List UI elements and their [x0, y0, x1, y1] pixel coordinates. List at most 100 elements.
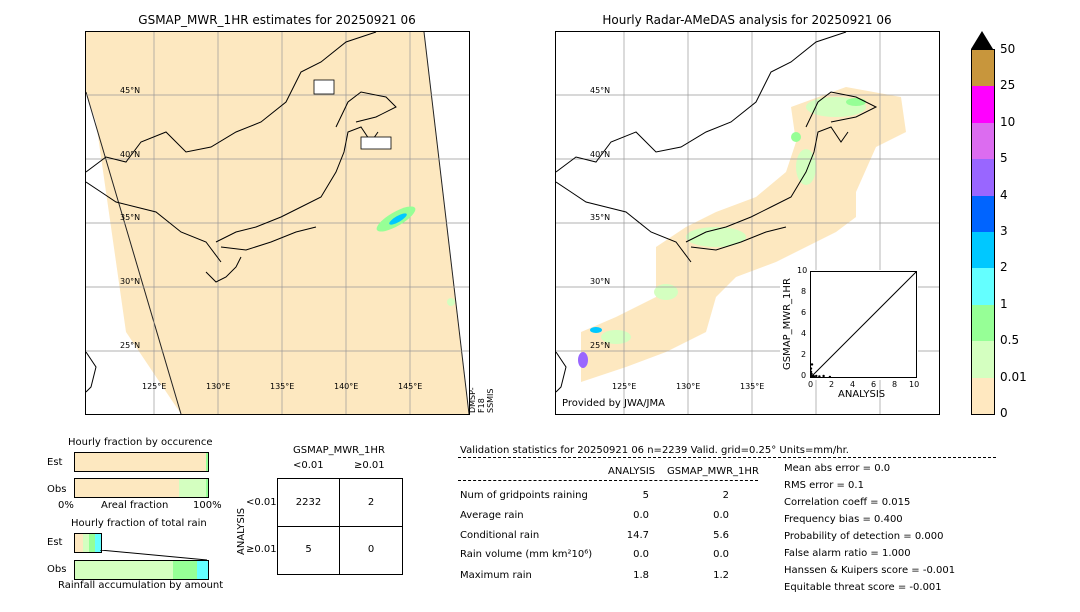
left-lon-135: 135°E: [270, 382, 295, 391]
occurrence-axis-max: 100%: [193, 500, 222, 511]
rain-patch-cyan: [389, 213, 407, 225]
stat-analysis-average: 0.0: [633, 510, 649, 521]
scatter-ytick-8: 8: [801, 287, 807, 296]
contingency-col-title: GSMAP_MWR_1HR: [293, 445, 385, 456]
right-coastline: [556, 32, 878, 393]
right-lat-35: 35°N: [590, 213, 611, 222]
contingency-cell-01: 2: [367, 497, 375, 508]
total-rain-row-est: Est: [47, 537, 63, 548]
stat-gsmap-volume: 0.0: [713, 549, 729, 560]
colorbar-segment: [972, 232, 994, 269]
occurrence-title: Hourly fraction by occurence: [68, 437, 213, 448]
right-map: 45°N 40°N 35°N 30°N 25°N 125°E 130°E 135…: [555, 31, 940, 415]
contingency-col-ge: ≥0.01: [354, 460, 385, 471]
colorbar-extend-arrow: [971, 31, 993, 49]
data-credit: Provided by JWA/JMA: [562, 398, 665, 409]
scatter-xtick-4: 4: [850, 380, 856, 389]
occurrence-est-rain: [206, 453, 208, 471]
scatter-point: [822, 374, 825, 378]
total-rain-connector: [100, 550, 208, 561]
contingency-row-ge: ≥0.01: [246, 544, 277, 555]
scatter-xtick-6: 6: [871, 380, 877, 389]
right-lon-130: 130°E: [676, 382, 701, 391]
scatter-reference-line: [810, 271, 917, 378]
scatter-ytick-10: 10: [797, 266, 808, 275]
colorbar-segment: [972, 122, 994, 160]
total-rain-est-seg1: [83, 534, 89, 552]
right-map-title: Hourly Radar-AMeDAS analysis for 2025092…: [602, 13, 892, 27]
left-lon-130: 130°E: [206, 382, 231, 391]
colorbar-label: 50: [1000, 42, 1016, 56]
scatter-ytick-0: 0: [801, 371, 807, 380]
stat-row-volume: Rain volume (mm km²10⁶): [460, 549, 592, 560]
stat-gsmap-gridpoints: 2: [722, 490, 729, 501]
colorbar-label: 0.5: [1000, 333, 1020, 348]
scatter-xtick-2: 2: [829, 380, 835, 389]
total-rain-est-seg3: [95, 534, 101, 552]
colorbar-label: 0.01: [1000, 369, 1027, 384]
stat-label: Conditional rain: [460, 530, 540, 541]
colorbar-label: 25: [1000, 78, 1016, 93]
scatter-svg: [809, 271, 917, 379]
analysis-heavy-rain: [578, 352, 588, 368]
right-lat-25: 25°N: [590, 341, 611, 350]
scatter-ylabel: GSMAP_MWR_1HR: [782, 278, 793, 370]
scatter-plot: [809, 271, 917, 379]
contingency-cell-11: 0: [367, 544, 375, 555]
left-lat-40: 40°N: [120, 150, 141, 159]
left-grid: [86, 32, 469, 414]
colorbar-segment: [972, 159, 994, 196]
left-lat-35: 35°N: [120, 213, 141, 222]
colorbar-segment: [972, 304, 994, 342]
validation-col-analysis: ANALYSIS: [608, 466, 656, 477]
total-rain-est-seg2: [89, 534, 95, 552]
validation-divider: [458, 457, 996, 458]
occurrence-axis-label: Areal fraction: [101, 500, 169, 511]
left-map-title: GSMAP_MWR_1HR estimates for 20250921 06: [138, 13, 416, 27]
score-ets: Equitable threat score = -0.001: [784, 582, 942, 593]
validation-header: Validation statistics for 20250921 06 n=…: [460, 445, 849, 456]
total-rain-title: Hourly fraction of total rain: [71, 518, 207, 529]
stat-row-conditional: Conditional rain: [460, 530, 539, 541]
left-coastline: [86, 32, 397, 393]
scatter-point: [815, 374, 818, 378]
scatter-point: [810, 363, 814, 366]
colorbar-label: 4: [1000, 187, 1008, 202]
scatter-xtick-8: 8: [892, 380, 898, 389]
left-lon-125: 125°E: [142, 382, 167, 391]
stat-gsmap-maximum: 1.2: [713, 570, 729, 581]
island-white-2: [360, 136, 392, 150]
stat-label: Num of gridpoints raining: [460, 490, 588, 501]
right-lat-40: 40°N: [590, 150, 611, 159]
colorbar-segment: [972, 268, 994, 305]
colorbar-segment: [972, 50, 994, 87]
scatter-xtick-0: 0: [808, 380, 814, 389]
occurrence-row-obs: Obs: [47, 484, 67, 495]
right-map-svg: [556, 32, 939, 414]
occurrence-axis-min: 0%: [58, 500, 74, 511]
scatter-ytick-4: 4: [801, 329, 807, 338]
contingency-col-lt: <0.01: [293, 460, 324, 471]
colorbar-segment: [972, 86, 994, 123]
occurrence-obs-bar: [74, 478, 209, 498]
swath-edge-left: [86, 91, 182, 414]
stat-row-average: Average rain: [460, 510, 524, 521]
left-lat-25: 25°N: [120, 341, 141, 350]
right-lat-45: 45°N: [590, 86, 611, 95]
scatter-xlabel: ANALYSIS: [838, 389, 886, 400]
colorbar-label: 10: [1000, 114, 1016, 129]
validation-subdivider: [458, 480, 758, 481]
total-rain-obs-bar: [74, 560, 209, 580]
stat-analysis-conditional: 14.7: [626, 530, 649, 541]
score-far: False alarm ratio = 1.000: [784, 548, 911, 559]
stat-analysis-gridpoints: 5: [642, 490, 649, 501]
left-lon-140: 140°E: [334, 382, 359, 391]
score-mae: Mean abs error = 0.0: [784, 463, 891, 474]
contingency-row-lt: <0.01: [246, 497, 277, 508]
colorbar-label: 5: [1000, 151, 1008, 166]
satellite-sensor-label: DMSP-F18 SSMIS: [468, 387, 495, 413]
score-correlation: Correlation coeff = 0.015: [784, 497, 911, 508]
left-lat-30: 30°N: [120, 277, 141, 286]
left-map-svg: [86, 32, 469, 414]
scatter-point: [818, 375, 821, 378]
